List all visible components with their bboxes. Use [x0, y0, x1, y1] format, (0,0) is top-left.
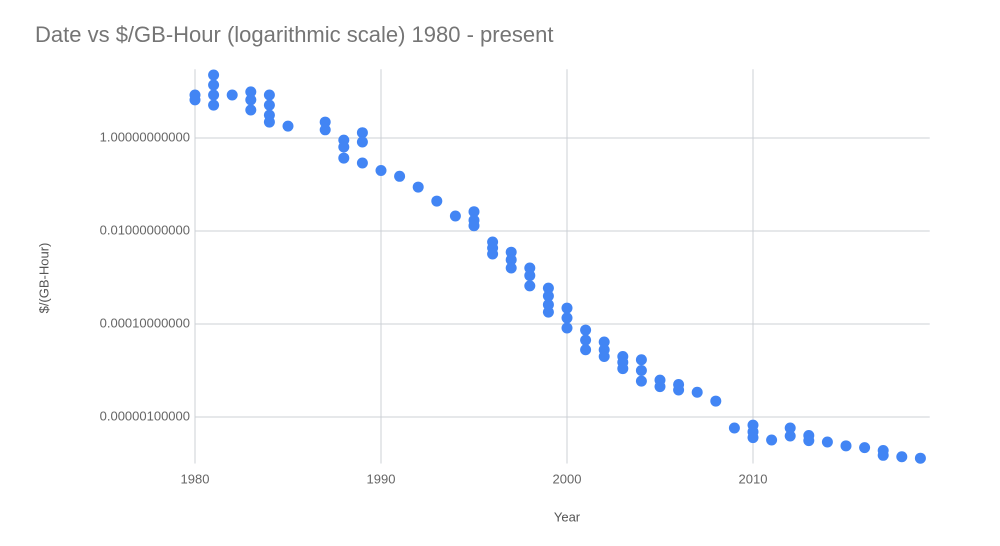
data-point	[580, 324, 592, 336]
data-point	[784, 422, 796, 434]
y-axis-label: $/(GB-Hour)	[36, 243, 51, 314]
x-tick-label: 2010	[739, 471, 768, 486]
data-point	[263, 89, 275, 101]
data-point	[673, 384, 685, 396]
data-point	[542, 306, 554, 318]
data-point	[375, 164, 387, 176]
data-point	[245, 86, 257, 98]
data-point	[356, 136, 368, 148]
data-point	[598, 350, 610, 362]
data-point	[542, 290, 554, 302]
data-point	[505, 254, 517, 266]
data-point	[784, 430, 796, 442]
x-tick-label: 1990	[367, 471, 396, 486]
data-point	[449, 210, 461, 222]
data-point	[524, 270, 536, 282]
data-point	[691, 386, 703, 398]
data-point	[505, 246, 517, 258]
data-point	[263, 116, 275, 128]
data-point	[468, 220, 480, 232]
data-point	[226, 89, 238, 101]
data-point	[524, 262, 536, 274]
data-point	[356, 127, 368, 139]
y-tick-label: 0.00010000000	[100, 315, 190, 330]
data-point	[654, 381, 666, 393]
data-point	[859, 442, 871, 454]
data-point	[282, 120, 294, 132]
data-point	[580, 344, 592, 356]
data-point	[431, 195, 443, 207]
data-point	[394, 170, 406, 182]
data-point	[505, 262, 517, 274]
data-point	[189, 94, 201, 106]
data-point	[208, 69, 220, 81]
y-tick-label: 1.00000000000	[100, 129, 190, 144]
data-point	[803, 435, 815, 447]
data-point	[245, 94, 257, 106]
data-point	[728, 422, 740, 434]
data-point	[208, 99, 220, 111]
data-point	[542, 282, 554, 294]
data-point	[338, 141, 350, 153]
data-point	[319, 124, 331, 136]
y-tick-label: 0.00000100000	[100, 408, 190, 423]
data-point	[821, 436, 833, 448]
data-point	[468, 206, 480, 218]
data-point	[766, 434, 778, 446]
data-point	[635, 375, 647, 387]
data-point	[914, 452, 926, 464]
chart-title: Date vs $/GB-Hour (logarithmic scale) 19…	[35, 22, 553, 47]
data-point	[598, 336, 610, 348]
data-point	[877, 449, 889, 461]
data-point	[208, 89, 220, 101]
data-point	[635, 364, 647, 376]
data-point	[319, 116, 331, 128]
data-point	[245, 104, 257, 116]
data-point	[840, 440, 852, 452]
data-point	[356, 157, 368, 169]
data-point	[487, 248, 499, 260]
data-point	[338, 152, 350, 164]
x-tick-label: 1980	[181, 471, 210, 486]
data-point	[561, 322, 573, 334]
data-point	[580, 334, 592, 346]
x-axis-label: Year	[554, 509, 581, 524]
data-point	[561, 312, 573, 324]
data-point	[747, 432, 759, 444]
data-point	[412, 181, 424, 193]
x-tick-label: 2000	[553, 471, 582, 486]
data-point	[524, 280, 536, 292]
y-tick-label: 0.01000000000	[100, 222, 190, 237]
data-point	[561, 302, 573, 314]
data-point	[263, 99, 275, 111]
data-point	[635, 354, 647, 366]
data-point	[710, 395, 722, 407]
data-point	[896, 451, 908, 463]
data-point	[617, 363, 629, 375]
data-point	[208, 79, 220, 91]
